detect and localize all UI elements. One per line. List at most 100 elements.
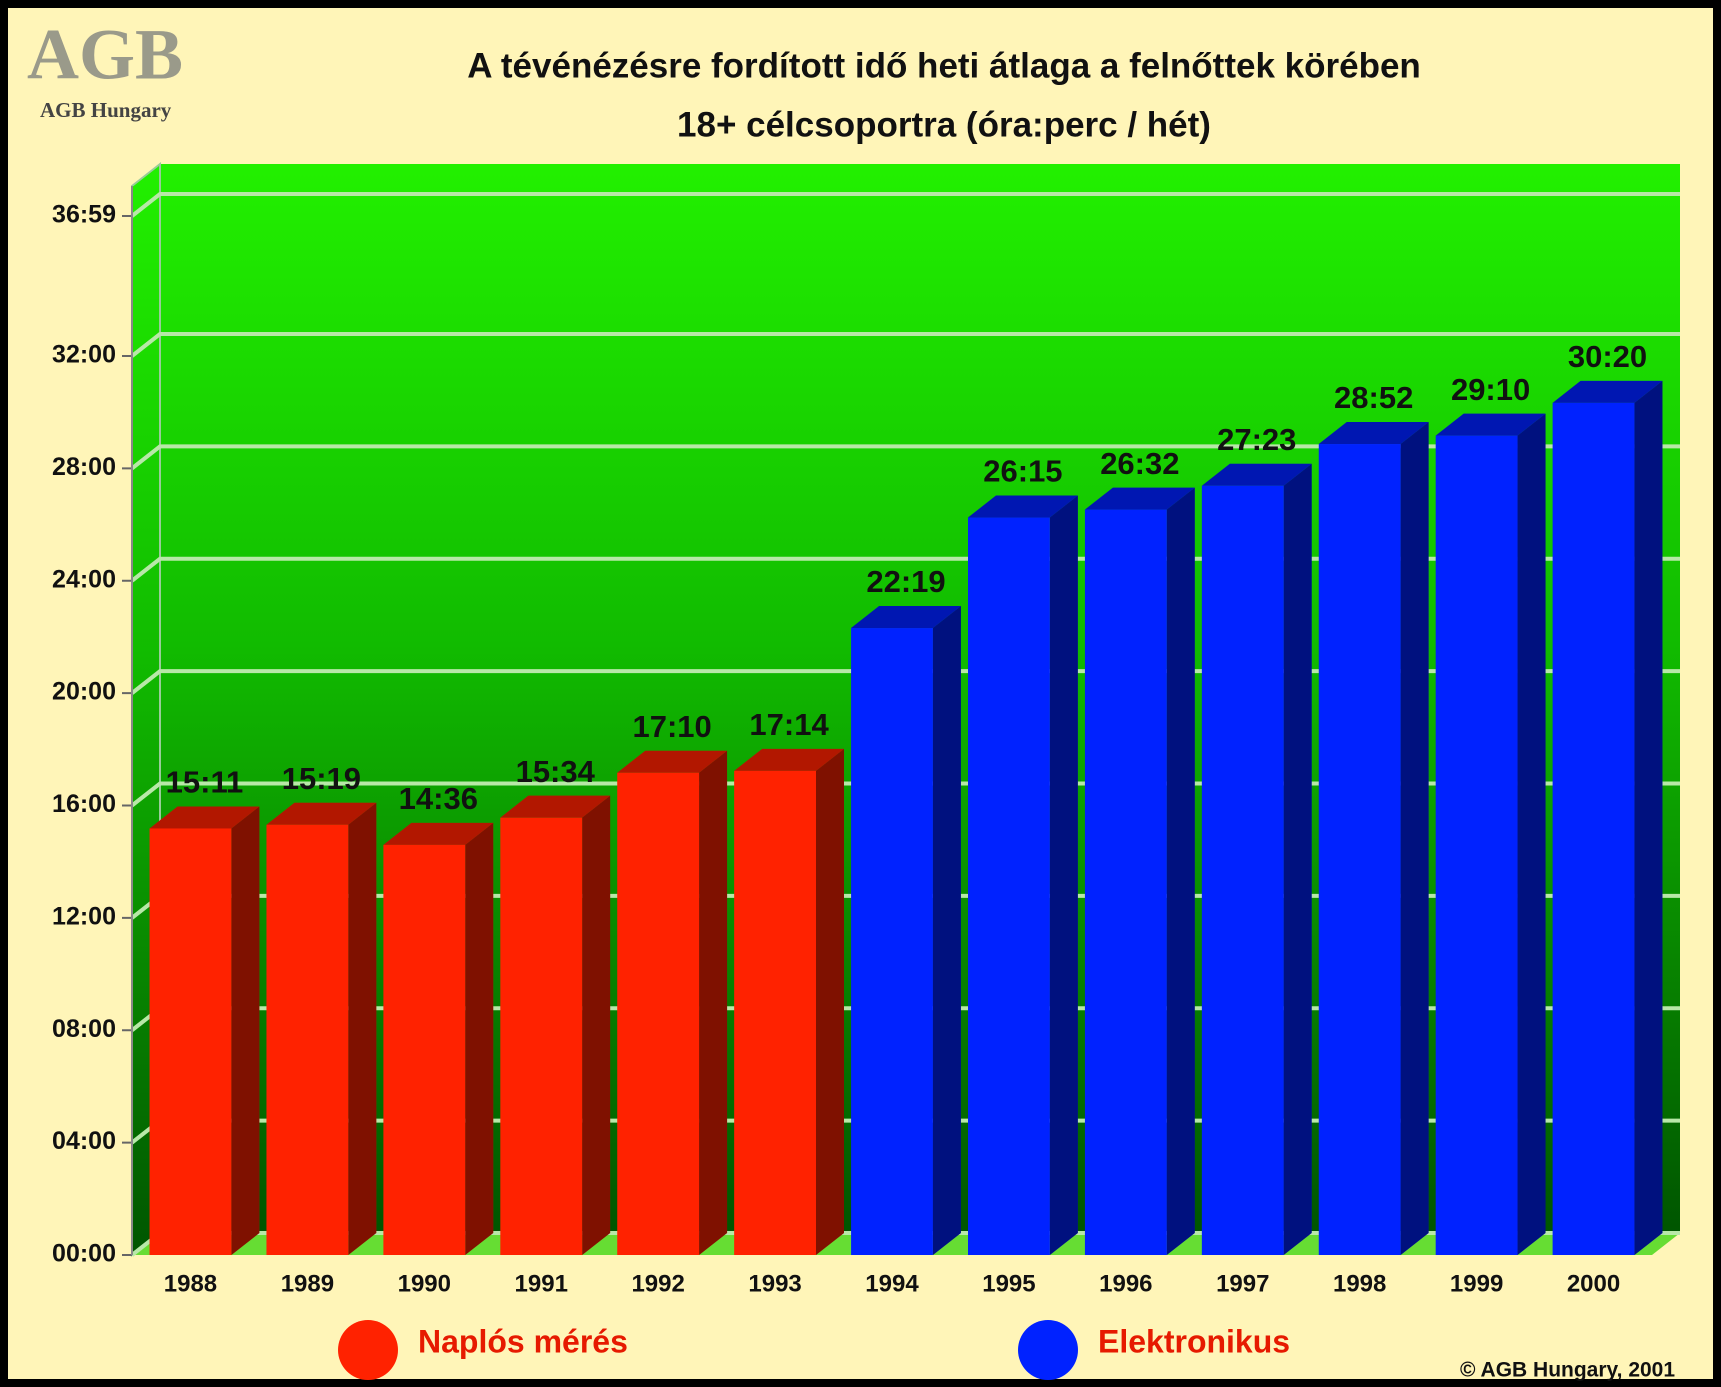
value-label: 28:52 bbox=[1334, 380, 1413, 415]
grid-line bbox=[130, 444, 1680, 470]
bar bbox=[500, 817, 583, 1255]
bar-top-shade bbox=[968, 495, 1078, 518]
bar-top bbox=[1084, 487, 1195, 510]
value-label: 15:11 bbox=[166, 765, 244, 800]
y-tick-label: 08:00 bbox=[52, 1015, 116, 1043]
y-tick-label: 36:59 bbox=[52, 201, 116, 229]
chart-title: A tévénézésre fordított idő heti átlaga … bbox=[467, 46, 1421, 85]
x-tick-label: 1994 bbox=[865, 1270, 919, 1297]
x-tick-label: 1989 bbox=[281, 1270, 334, 1297]
bar-top-shade bbox=[734, 748, 844, 771]
value-label: 15:34 bbox=[516, 754, 596, 789]
value-label: 22:19 bbox=[866, 564, 945, 599]
bar-top-shade bbox=[1435, 413, 1546, 436]
bar bbox=[1201, 485, 1284, 1256]
grid-line bbox=[130, 192, 1680, 218]
value-label: 14:36 bbox=[399, 781, 478, 816]
bar-side-shade bbox=[1283, 463, 1312, 1256]
bar bbox=[1084, 509, 1167, 1255]
y-tick-label: 28:00 bbox=[52, 453, 116, 481]
y-tick-label: 12:00 bbox=[52, 902, 116, 930]
bar-side-shade bbox=[582, 795, 611, 1255]
bar-top-shade bbox=[149, 806, 260, 829]
bar-top-shade bbox=[500, 795, 611, 818]
value-label: 26:32 bbox=[1100, 446, 1179, 481]
x-tick-label: 1996 bbox=[1099, 1270, 1152, 1297]
x-tick-label: 1992 bbox=[631, 1270, 684, 1297]
bar-top-shade bbox=[1552, 380, 1663, 403]
bar-top bbox=[500, 795, 611, 818]
bar-top-shade bbox=[383, 822, 494, 845]
y-tick-label: 04:00 bbox=[52, 1127, 116, 1155]
bar-top bbox=[1318, 422, 1429, 445]
x-tick-label: 1991 bbox=[515, 1270, 568, 1297]
y-tick-label: 20:00 bbox=[52, 678, 116, 706]
bar-top bbox=[968, 495, 1078, 518]
bar-top-shade bbox=[851, 606, 961, 629]
bar-side-shade bbox=[1166, 487, 1195, 1255]
x-tick-label: 1998 bbox=[1333, 1270, 1386, 1297]
bar bbox=[266, 824, 349, 1255]
value-label: 17:14 bbox=[749, 707, 829, 742]
copyright: © AGB Hungary, 2001 bbox=[1460, 1359, 1675, 1382]
x-tick-label: 1997 bbox=[1216, 1270, 1269, 1297]
bar-top bbox=[734, 748, 844, 771]
bar-top-shade bbox=[1318, 422, 1429, 445]
bar-side-shade bbox=[348, 802, 377, 1255]
value-label: 27:23 bbox=[1217, 422, 1296, 457]
value-label: 30:20 bbox=[1568, 339, 1647, 374]
bar-top bbox=[383, 822, 494, 845]
bar-side-shade bbox=[699, 750, 728, 1255]
bar-top bbox=[617, 750, 728, 773]
bar-top-shade bbox=[1201, 463, 1312, 486]
legend-swatch bbox=[338, 1320, 398, 1380]
bar bbox=[383, 844, 466, 1255]
x-tick-label: 2000 bbox=[1567, 1270, 1620, 1297]
bar-side-shade bbox=[1517, 413, 1546, 1255]
bar-top bbox=[266, 802, 377, 825]
y-tick-label: 00:00 bbox=[52, 1240, 116, 1268]
bar-top-shade bbox=[1084, 487, 1195, 510]
logo: AGB bbox=[27, 15, 183, 95]
x-tick-label: 1993 bbox=[748, 1270, 801, 1297]
bar bbox=[968, 517, 1050, 1255]
bar bbox=[734, 770, 816, 1255]
y-tick-label: 32:00 bbox=[52, 341, 116, 369]
bar-top-shade bbox=[617, 750, 728, 773]
value-label: 15:19 bbox=[282, 761, 361, 796]
bar bbox=[1435, 435, 1518, 1255]
bar-side-shade bbox=[932, 606, 961, 1255]
bar-top bbox=[851, 606, 961, 629]
bar-top bbox=[1435, 413, 1546, 436]
bar-side-shade bbox=[465, 822, 494, 1255]
y-tick-label: 24:00 bbox=[52, 565, 116, 593]
x-tick-label: 1999 bbox=[1450, 1270, 1503, 1297]
bar bbox=[1318, 444, 1401, 1256]
bar-top bbox=[1201, 463, 1312, 486]
bar-side-shade bbox=[1634, 380, 1663, 1255]
bar bbox=[851, 628, 933, 1255]
value-label: 26:15 bbox=[983, 454, 1062, 489]
legend-swatch bbox=[1018, 1320, 1078, 1380]
bar-top bbox=[1552, 380, 1663, 403]
x-tick-label: 1995 bbox=[982, 1270, 1035, 1297]
bar-side-shade bbox=[1049, 495, 1078, 1255]
x-tick-label: 1988 bbox=[164, 1270, 217, 1297]
legend-label: Elektronikus bbox=[1098, 1323, 1290, 1359]
bar bbox=[1552, 402, 1635, 1255]
bar bbox=[617, 772, 700, 1255]
logo-subtitle: AGB Hungary bbox=[40, 98, 172, 122]
value-label: 29:10 bbox=[1451, 372, 1530, 407]
x-tick-label: 1990 bbox=[398, 1270, 451, 1297]
legend-label: Naplós mérés bbox=[418, 1323, 628, 1359]
chart-subtitle: 18+ célcsoportra (óra:perc / hét) bbox=[677, 105, 1211, 144]
bar-side-shade bbox=[816, 748, 844, 1255]
bar-side-shade bbox=[1400, 422, 1429, 1256]
bar bbox=[149, 828, 232, 1255]
bar-top-shade bbox=[266, 802, 377, 825]
y-tick-label: 16:00 bbox=[52, 790, 116, 818]
grid-line bbox=[130, 332, 1680, 358]
value-label: 17:10 bbox=[633, 709, 712, 744]
